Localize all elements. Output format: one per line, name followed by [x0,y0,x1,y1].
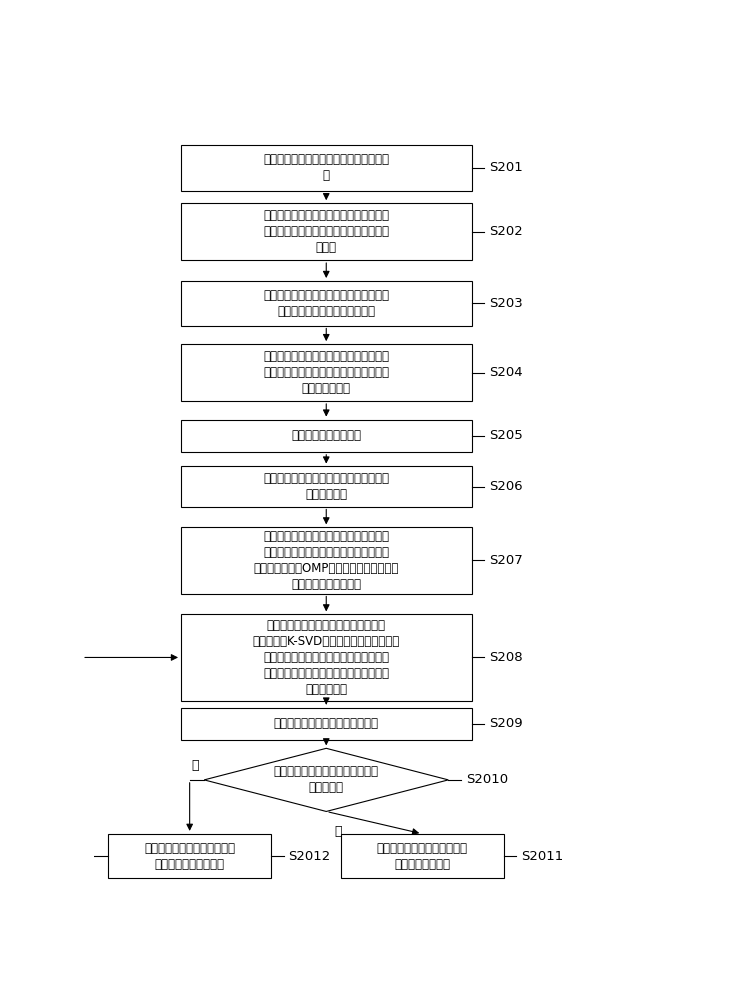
Text: S205: S205 [489,429,523,442]
Text: 将所述训练更新字典作为所述
个性化过完备字典: 将所述训练更新字典作为所述 个性化过完备字典 [376,842,468,871]
Text: S2012: S2012 [289,850,331,863]
Text: 生成所需原子个数参数: 生成所需原子个数参数 [291,429,362,442]
FancyBboxPatch shape [181,466,472,507]
Text: 将所述第二初始化过完备字典作为传感矩
阵，所述所需原子个数参数作为第一稀疏
度，并利用所述OMP算法，计算所述第二训
练样本的稀疏系数矩阵: 将所述第二初始化过完备字典作为传感矩 阵，所述所需原子个数参数作为第一稀疏 度，… [254,530,399,591]
Text: S207: S207 [489,554,523,567]
Text: S2011: S2011 [521,850,563,863]
Text: S206: S206 [489,480,523,493]
Text: 将所述第一训练样本进行矩阵转化，生成
第二训练样本: 将所述第一训练样本进行矩阵转化，生成 第二训练样本 [263,472,389,501]
FancyBboxPatch shape [181,708,472,740]
Text: S209: S209 [489,717,523,730]
Text: 将所述第一初始化过完备字典进行矩阵转
化，生成第二初始化过完备字典: 将所述第一初始化过完备字典进行矩阵转 化，生成第二初始化过完备字典 [263,289,389,318]
FancyBboxPatch shape [181,281,472,326]
Text: 记录所述训练更新字典的生成次数: 记录所述训练更新字典的生成次数 [274,717,379,730]
FancyBboxPatch shape [181,527,472,594]
Text: 将所述所需原子个数参数作为第二稀疏
度，并利用K-SVD算法对所述第二初始化过
完备字典、所述第二训练样本的稀疏系数
矩阵和所述第二训练样本进行训练，生成
训练: 将所述所需原子个数参数作为第二稀疏 度，并利用K-SVD算法对所述第二初始化过 … [253,619,400,696]
Text: S204: S204 [489,366,523,379]
Text: 将所述训练更新字典作为所述
第二初始化过完备字典: 将所述训练更新字典作为所述 第二初始化过完备字典 [144,842,236,871]
Text: S201: S201 [489,161,523,174]
Text: 接收预设时间内的所述用户的原始心电数
据: 接收预设时间内的所述用户的原始心电数 据 [263,153,389,182]
Text: 是: 是 [334,825,341,838]
Text: S202: S202 [489,225,523,238]
Text: 按照所述第二初始化过完备字典的矩阵属
性，生成对应所述第二初始化过完备字典
的目标迭代次数: 按照所述第二初始化过完备字典的矩阵属 性，生成对应所述第二初始化过完备字典 的目… [263,350,389,395]
Text: 判断所述生成次数是否达到所述目
标迭代次数: 判断所述生成次数是否达到所述目 标迭代次数 [274,765,379,794]
FancyBboxPatch shape [181,614,472,701]
FancyBboxPatch shape [181,344,472,401]
Text: 将所述原始心电数据按照接收时间进行分
组，获得第一初始化过完备字典和第一训
练样本: 将所述原始心电数据按照接收时间进行分 组，获得第一初始化过完备字典和第一训 练样… [263,209,389,254]
FancyBboxPatch shape [181,145,472,191]
FancyBboxPatch shape [108,834,271,878]
Text: S2010: S2010 [466,773,508,786]
Text: 否: 否 [190,759,198,772]
Text: S208: S208 [489,651,523,664]
FancyBboxPatch shape [181,420,472,452]
FancyBboxPatch shape [181,203,472,260]
FancyBboxPatch shape [340,834,503,878]
Polygon shape [204,748,448,811]
Text: S203: S203 [489,297,523,310]
